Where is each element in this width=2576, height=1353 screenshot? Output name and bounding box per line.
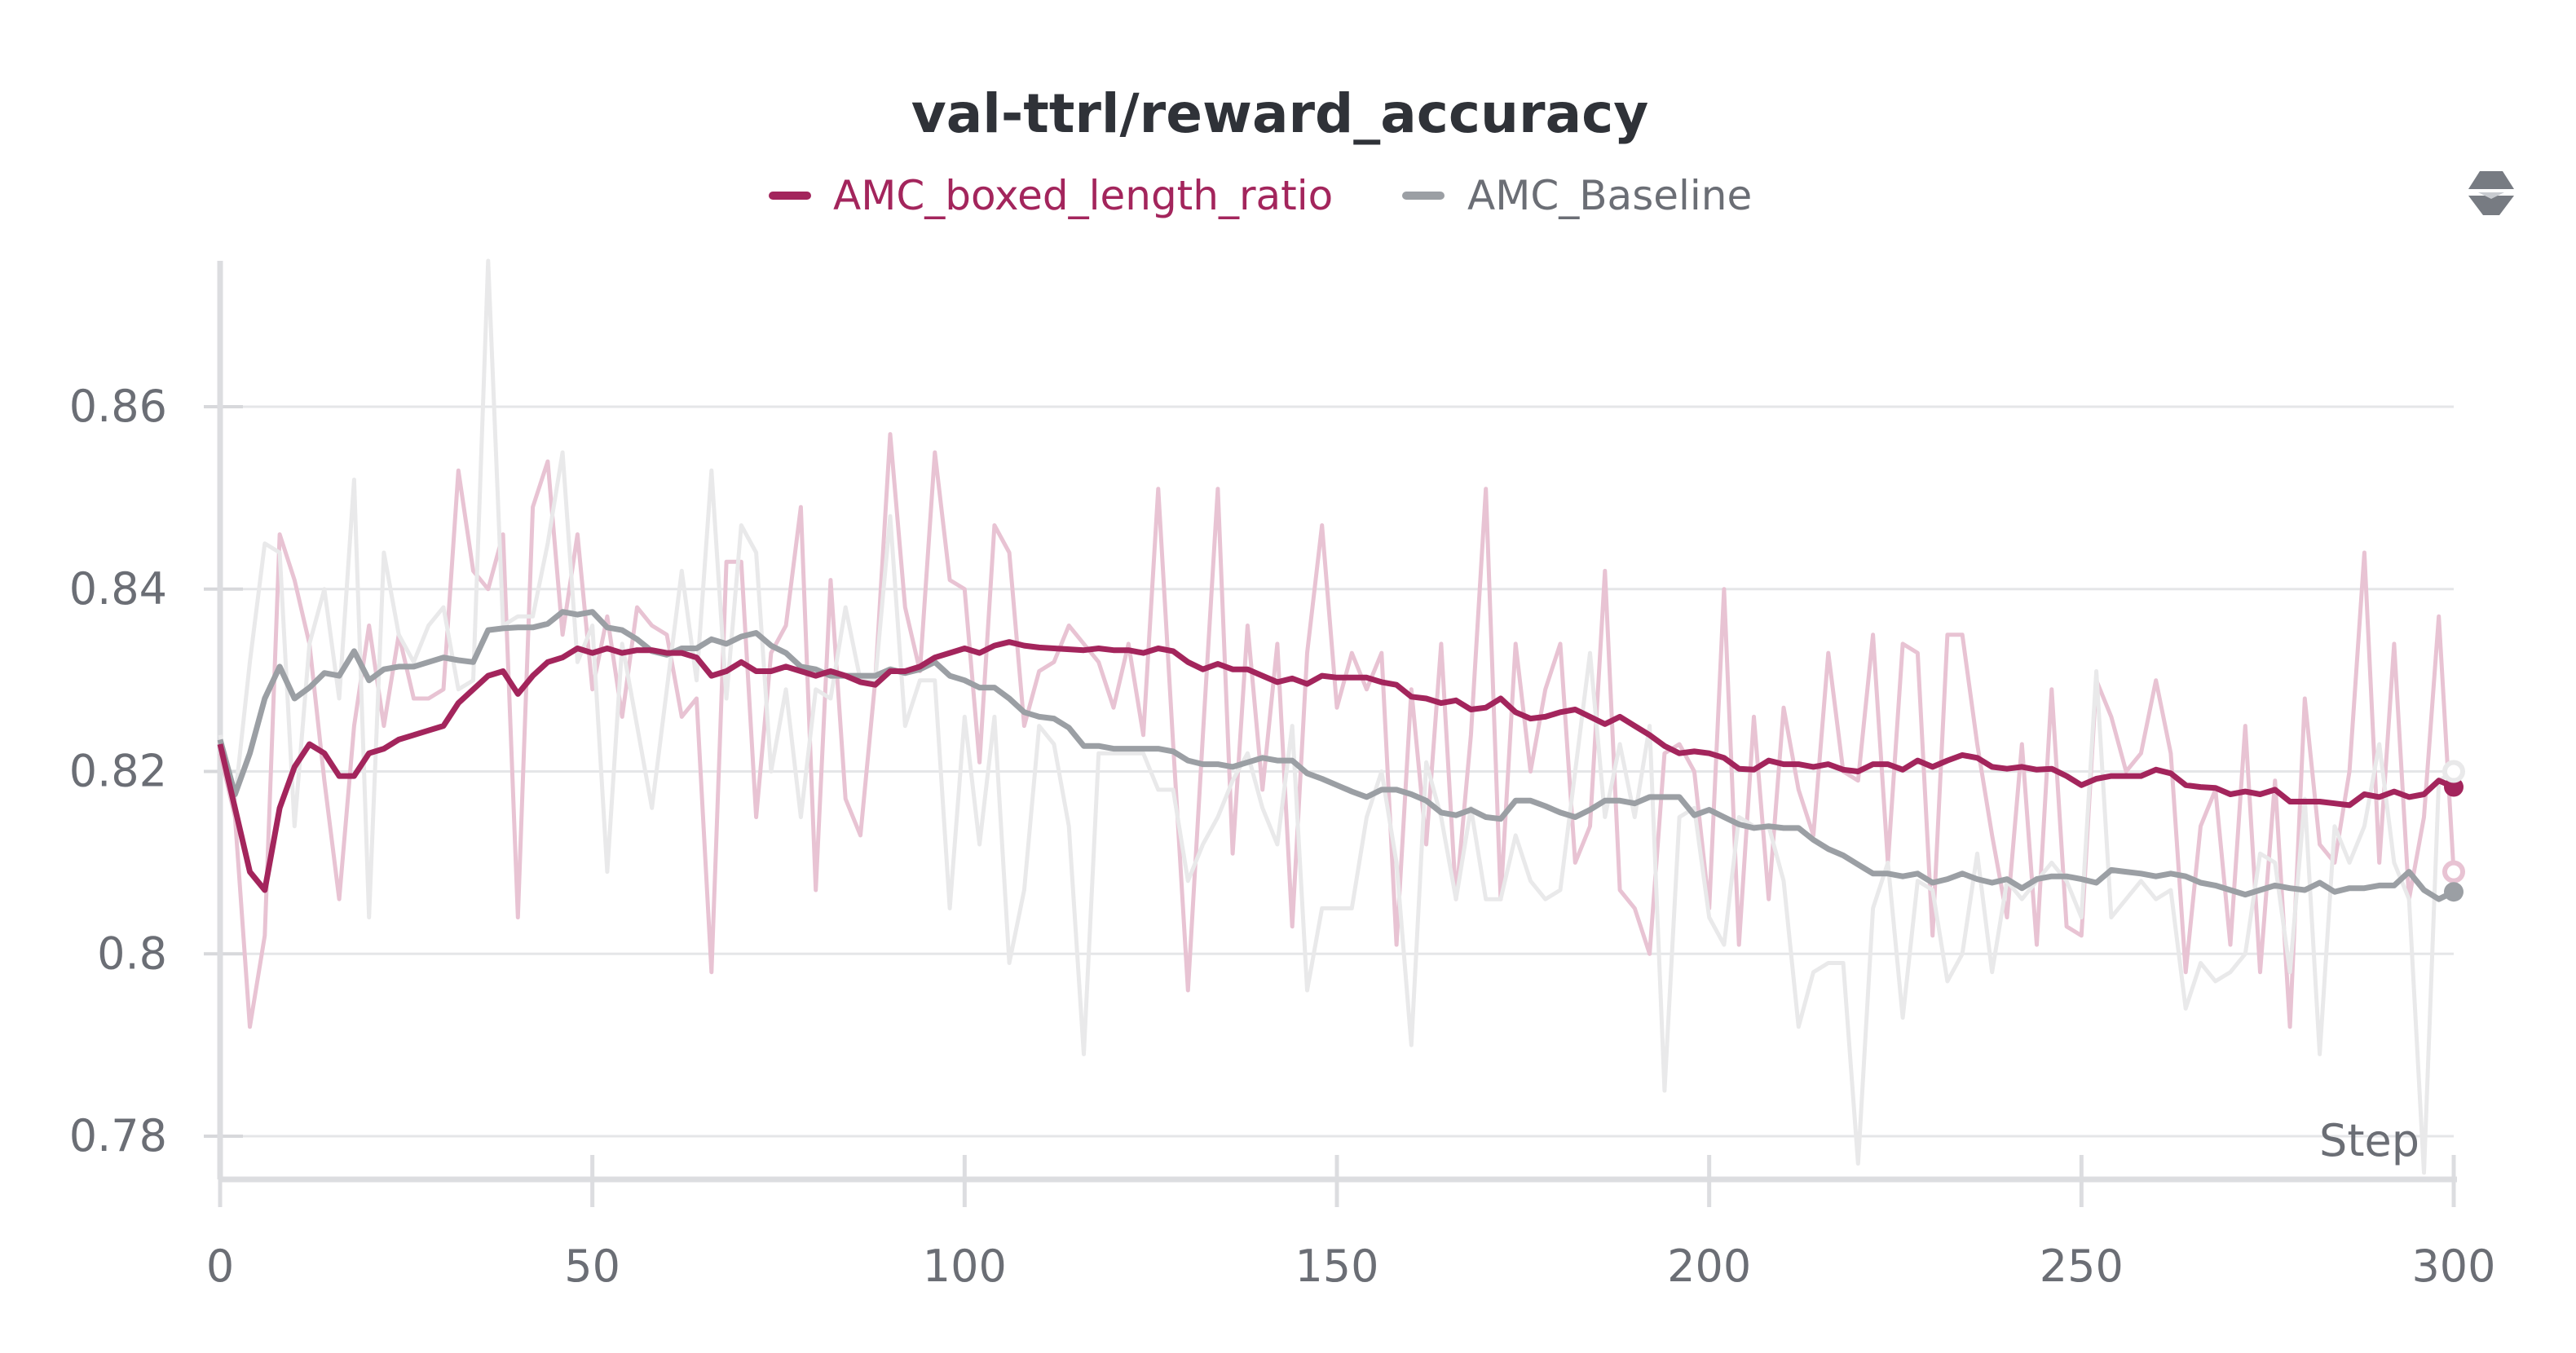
x-tick-label: 150 <box>1295 1241 1378 1292</box>
series-amc-boxed-length-ratio-smoothed-line[interactable] <box>217 639 2455 893</box>
series-amc-baseline-end-marker[interactable] <box>2444 882 2464 902</box>
y-tick-label: 0.86 <box>69 381 167 432</box>
series-amc-boxed-length-ratio-end-marker[interactable] <box>2444 777 2464 797</box>
y-tick-label: 0.78 <box>69 1110 167 1161</box>
y-tick-label: 0.8 <box>97 928 167 979</box>
axes-layer <box>204 261 2457 1207</box>
series-amc-baseline-smoothed-line[interactable] <box>217 609 2455 902</box>
legend: AMC_boxed_length_ratio AMC_Baseline <box>769 172 1752 219</box>
x-tick-label: 50 <box>564 1241 620 1292</box>
x-tick-label: 100 <box>923 1241 1007 1292</box>
series-layer <box>217 258 2465 1175</box>
series-amc-boxed-length-ratio-raw-end-marker <box>2442 860 2465 884</box>
chart-title: val-ttrl/reward_accuracy <box>911 82 1649 145</box>
x-tick-label: 300 <box>2411 1241 2495 1292</box>
tick-label-layer: 0.78 0.8 0.82 0.84 0.86 0 50 100 150 200 250 300 <box>69 381 2496 1292</box>
series-amc-baseline-raw-end-marker <box>2442 760 2465 783</box>
y-tick-label: 0.82 <box>69 746 167 797</box>
x-tick-label: 200 <box>1667 1241 1751 1292</box>
x-axis-label: Step <box>2319 1115 2419 1166</box>
legend-label-amc-boxed-length-ratio[interactable]: AMC_boxed_length_ratio <box>833 172 1333 219</box>
y-tick-label: 0.84 <box>69 563 167 615</box>
x-tick-label: 250 <box>2040 1241 2124 1292</box>
x-tick-label: 0 <box>206 1241 234 1292</box>
legend-scroll-arrows-icon[interactable] <box>2468 171 2514 215</box>
series-amc-boxed-length-ratio-raw-line <box>218 432 2456 1029</box>
legend-label-amc-baseline[interactable]: AMC_Baseline <box>1467 172 1752 219</box>
series-amc-baseline-raw-line <box>218 258 2455 1175</box>
